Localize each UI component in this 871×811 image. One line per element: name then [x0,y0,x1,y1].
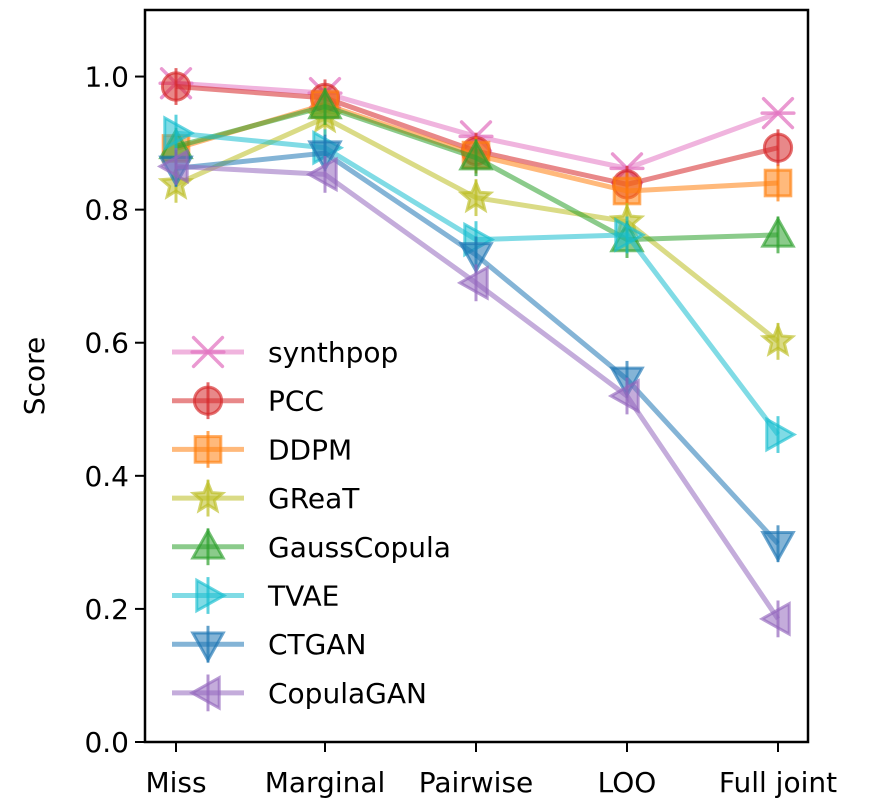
legend-item: GReaT [172,478,360,517]
data-point [758,600,791,638]
x-tick-label: Pairwise [419,766,534,799]
x-tick-label: Full joint [719,766,837,799]
legend-label: PCC [268,385,324,418]
data-point [458,138,494,177]
data-point [765,416,798,453]
data-point [163,114,196,152]
legend-label: DDPM [268,433,352,466]
data-point [457,178,495,217]
data-point [760,525,796,563]
data-point [456,264,489,302]
y-tick-label: 1.0 [84,61,129,94]
data-point [160,68,192,105]
legend-item: synthpop [172,335,398,369]
legend-item: CTGAN [172,625,366,664]
data-point [760,96,796,130]
legend-marker [188,674,221,712]
legend-label: CTGAN [268,628,366,661]
legend-item: TVAE [172,577,339,614]
legend-label: CopulaGAN [268,677,427,710]
y-tick-label: 0.6 [84,327,129,360]
series-copulagan [156,147,791,638]
data-point [305,155,338,193]
y-tick-label: 0.8 [84,194,129,227]
legend-marker [192,382,224,420]
data-point [760,215,796,254]
legend-item: GaussCopula [172,527,451,566]
y-axis-label: Score [18,337,51,415]
legend-label: TVAE [267,580,339,613]
data-point [156,147,189,185]
data-point [307,87,343,125]
legend-marker [189,478,227,517]
legend-label: GaussCopula [268,531,451,564]
data-point [614,216,647,254]
x-tick-label: Miss [145,766,206,799]
data-point [607,377,640,415]
legend-item: CopulaGAN [172,674,427,712]
series-layer [156,67,798,638]
data-point [763,164,793,202]
legend-label: synthpop [268,336,398,369]
y-tick-label: 0.4 [84,460,129,493]
x-tick-label: LOO [598,766,657,799]
x-tick-label: Marginal [265,766,386,799]
y-tick-label: 0.0 [84,726,129,759]
legend-marker [193,431,223,468]
axis-layer: 0.0 0.2 0.4 0.6 0.8 1.0 Miss Marginal Pairwise LO… [84,61,837,799]
legend-marker [195,577,228,614]
y-tick-label: 0.2 [84,593,129,626]
legend-marker [190,335,226,369]
data-point [762,129,794,167]
legend-marker [190,625,226,664]
legend-item: PCC [172,382,324,420]
legend-item: DDPM [172,431,352,468]
data-point [759,322,797,360]
legend: synthpop PCC DDPM GReaT GaussCopula TVAE CTGAN… [172,335,451,712]
legend-label: GReaT [268,482,360,515]
legend-marker [190,527,226,566]
